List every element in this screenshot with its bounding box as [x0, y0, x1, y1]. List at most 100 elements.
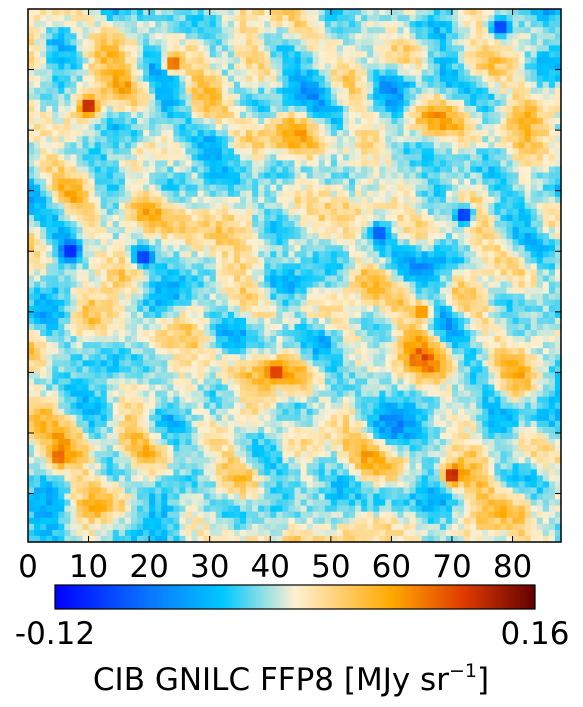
heatmap-cell [221, 245, 229, 252]
heatmap-cell [445, 305, 453, 313]
heatmap-cell [185, 220, 192, 228]
heatmap-cell [312, 178, 320, 186]
heatmap-cell [439, 299, 447, 307]
heatmap-cell [215, 160, 223, 167]
heatmap-cell [270, 142, 277, 149]
heatmap-cell [355, 166, 362, 173]
heatmap-cell [179, 214, 186, 222]
heatmap-cell [106, 317, 114, 325]
heatmap-cell [40, 311, 47, 319]
heatmap-cell [149, 166, 156, 173]
heatmap-cell [445, 39, 453, 46]
heatmap-cell [94, 317, 102, 325]
heatmap-cell [342, 257, 350, 264]
heatmap-cell [542, 305, 550, 313]
heatmap-cell [294, 196, 301, 204]
heatmap-cell [34, 154, 41, 161]
heatmap-cell [227, 214, 235, 222]
heatmap-cell [276, 317, 283, 325]
heatmap-cell [506, 154, 513, 161]
heatmap-cell [28, 275, 35, 282]
heatmap-cell [288, 154, 295, 161]
heatmap-cell [445, 245, 453, 252]
heatmap-cell [76, 190, 83, 198]
heatmap-cell [409, 142, 417, 149]
heatmap-cell [433, 208, 441, 216]
heatmap-cell [318, 57, 326, 64]
heatmap-cell [161, 27, 168, 34]
heatmap-cell [179, 239, 186, 246]
heatmap-cell [227, 263, 235, 270]
heatmap-cell [403, 33, 410, 40]
heatmap-cell [427, 342, 435, 349]
heatmap-cell [270, 136, 277, 143]
heatmap-cell [100, 275, 108, 282]
heatmap-cell [40, 148, 47, 155]
heatmap-cell [233, 21, 241, 28]
heatmap-cell [82, 293, 89, 301]
heatmap-cell [40, 45, 47, 52]
heatmap-cell [403, 93, 410, 101]
heatmap-cell [209, 75, 217, 83]
heatmap-cell [64, 233, 71, 240]
heatmap-cell [239, 136, 247, 143]
heatmap-cell [300, 87, 308, 95]
heatmap-cell [361, 75, 368, 83]
heatmap-cell [239, 21, 247, 28]
heatmap-cell [70, 111, 77, 119]
heatmap-cell [355, 124, 362, 131]
heatmap-cell [409, 281, 417, 289]
heatmap-cell [530, 51, 538, 58]
heatmap-cell [258, 27, 265, 34]
heatmap-cell [52, 51, 59, 58]
heatmap-cell [385, 87, 392, 95]
heatmap-cell [82, 111, 89, 119]
heatmap-cell [342, 51, 350, 58]
heatmap-cell [355, 330, 362, 337]
heatmap-cell [330, 348, 338, 355]
heatmap-cell [227, 63, 235, 70]
heatmap-cell [270, 239, 277, 246]
heatmap-cell [318, 63, 326, 70]
heatmap-cell [330, 154, 338, 161]
heatmap-cell [421, 311, 429, 319]
heatmap-cell [149, 160, 156, 167]
heatmap-cell [318, 336, 326, 343]
heatmap-cell [64, 330, 71, 337]
heatmap-cell [239, 239, 247, 246]
heatmap-cell [137, 172, 144, 179]
heatmap-cell [548, 220, 556, 228]
heatmap-cell [397, 172, 404, 179]
heatmap-cell [70, 317, 77, 325]
heatmap-cell [397, 233, 404, 240]
heatmap-cell [118, 233, 126, 240]
heatmap-cell [336, 130, 344, 137]
heatmap-cell [288, 202, 295, 210]
heatmap-cell [488, 9, 495, 16]
heatmap-cell [548, 251, 556, 258]
heatmap-cell [391, 33, 398, 40]
heatmap-cell [500, 166, 507, 173]
heatmap-cell [130, 45, 138, 52]
heatmap-cell [149, 299, 156, 307]
heatmap-cell [227, 305, 235, 313]
heatmap-cell [40, 142, 47, 149]
heatmap-cell [548, 178, 556, 186]
heatmap-cell [94, 293, 102, 301]
heatmap-cell [421, 130, 429, 137]
heatmap-cell [445, 148, 453, 155]
heatmap-cell [312, 263, 320, 270]
heatmap-cell [130, 281, 138, 289]
heatmap-cell [294, 317, 301, 325]
heatmap-cell [100, 142, 108, 149]
heatmap-cell [548, 39, 556, 46]
heatmap-cell [312, 196, 320, 204]
heatmap-cell [137, 93, 144, 101]
heatmap-cell [306, 124, 314, 131]
heatmap-cell [336, 287, 344, 295]
heatmap-cell [330, 305, 338, 313]
heatmap-cell [28, 154, 35, 161]
heatmap-cell [494, 305, 501, 313]
heatmap-cell [58, 69, 65, 77]
heatmap-cell [130, 33, 138, 40]
